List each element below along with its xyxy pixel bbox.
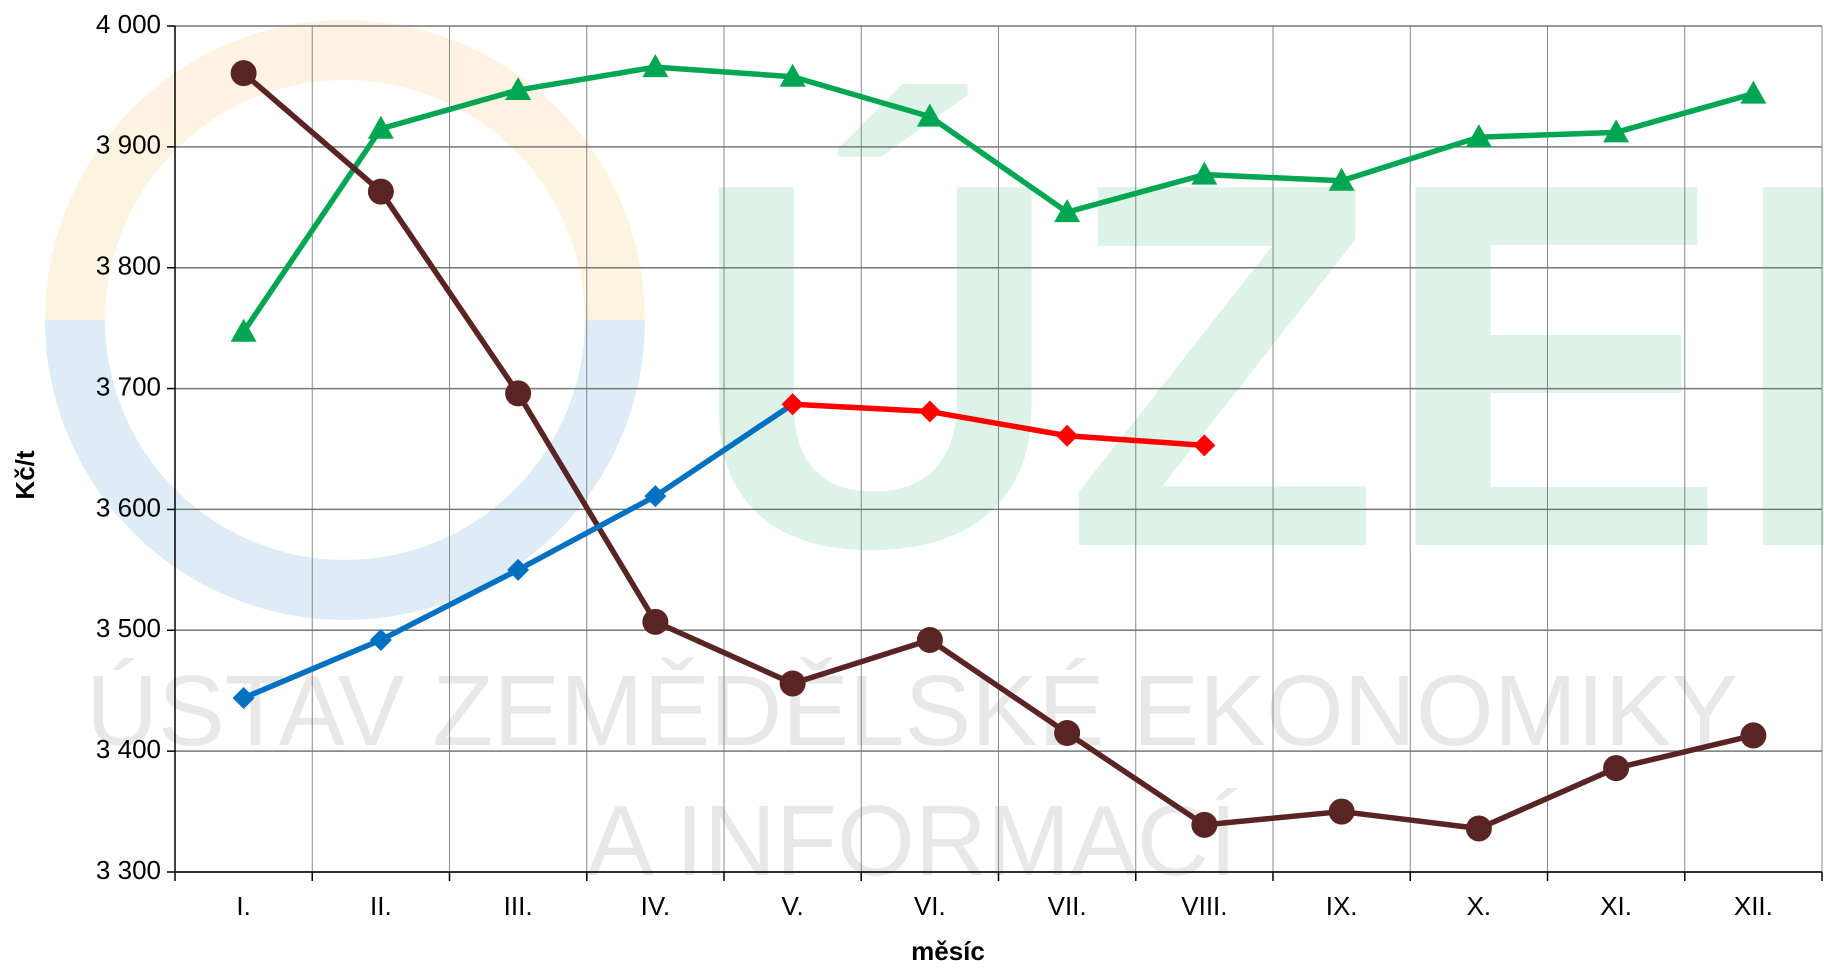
x-tick-label: III. [504,891,533,921]
point [781,393,804,416]
y-tick-label: 3 900 [96,130,161,160]
point [779,670,806,697]
point [1328,798,1355,825]
point [1603,755,1630,782]
point [642,608,669,635]
y-axis-title: Kč/t [10,450,40,499]
y-tick-label: 3 300 [96,855,161,885]
point [1054,199,1081,223]
point [1193,434,1216,457]
x-tick-label: X. [1467,891,1492,921]
x-tick-label: XI. [1600,891,1632,921]
point [367,178,394,205]
x-tick-label: I. [236,891,250,921]
x-tick-label: VIII. [1181,891,1227,921]
y-tick-label: 3 400 [96,734,161,764]
point [1328,167,1355,191]
point [779,63,806,87]
point [1465,124,1492,148]
point [1056,424,1079,447]
point [507,558,530,581]
point [1191,811,1218,838]
point [1465,815,1492,842]
y-tick-label: 3 600 [96,492,161,522]
point [1740,722,1767,749]
y-tick-label: 3 700 [96,371,161,401]
point [1740,80,1767,104]
point [367,115,394,139]
point [1603,119,1630,143]
x-tick-label: IX. [1326,891,1358,921]
watermark: ÚZEI ÚSTAV ZEMĚDĚLSKÉ EKONOMIKY A INFORM… [45,20,1824,897]
x-tick-label: II. [370,891,392,921]
x-tick-label: IV. [641,891,670,921]
watermark-line2: A INFORMACÍ [587,785,1237,897]
watermark-ring-bottom [45,319,645,620]
y-tick-label: 3 500 [96,613,161,643]
y-tick-label: 3 800 [96,251,161,281]
point [369,628,392,651]
watermark-line1: ÚSTAV ZEMĚDĚLSKÉ EKONOMIKY [86,655,1738,767]
point [642,54,669,78]
x-tick-label: V. [782,891,804,921]
x-tick-label: VII. [1048,891,1087,921]
point [505,380,532,407]
point [1054,720,1081,747]
series-line [241,64,1755,334]
point [230,318,257,342]
point [505,77,532,101]
point [916,103,943,127]
watermark-logo: ÚZEI [688,75,1824,656]
point [918,400,941,423]
series-line [792,401,1205,449]
point [232,686,255,709]
point [916,626,943,653]
x-tick-label: VI. [914,891,946,921]
series-line [241,71,1755,832]
watermark-ring-top [45,20,645,620]
x-tick-label: XII. [1734,891,1773,921]
x-axis-title: měsíc [911,936,985,966]
point [1191,161,1218,185]
point [230,60,257,87]
y-tick-label: 4 000 [96,9,161,39]
point [644,485,667,508]
